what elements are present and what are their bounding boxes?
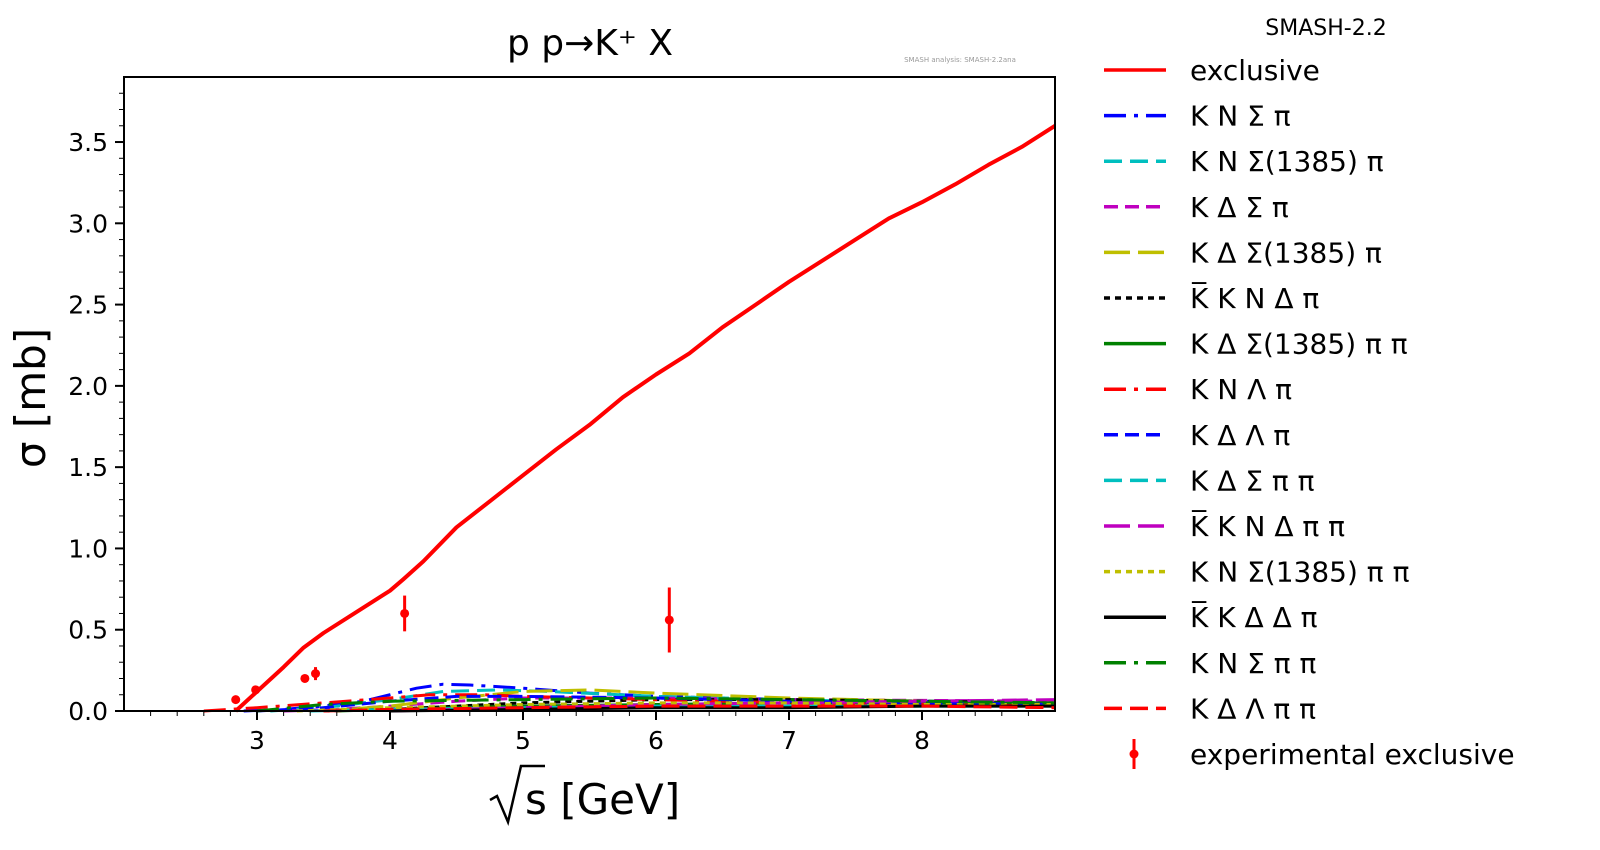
y-tick-label-3: 1.5 [68,453,108,482]
legend-title: SMASH-2.2 [1265,16,1386,41]
x-tick-label-0: 3 [249,726,265,755]
y-tick-label-2: 1.0 [68,534,108,563]
x-axis-label-text: s [GeV] [525,775,680,824]
legend: SMASH-2.2 exclusive K N Σ π K N Σ(1385) π K… [1104,16,1515,771]
legend-label-15: experimental exclusive [1190,738,1515,771]
legend-label-0: exclusive [1190,54,1320,87]
legend-label-7: K N Λ π [1190,373,1292,406]
sqrt-sign [489,764,545,827]
chart-title: p p→K⁺ X [507,23,673,64]
legend-label-1: K N Σ π [1190,100,1291,133]
y-axis-label: σ [mb] [6,328,55,468]
plot-points [231,587,674,705]
legend-marker [1129,749,1139,759]
data-point-4 [400,608,410,618]
legend-label-14: K Δ Λ π π [1190,692,1316,725]
x-tick-label-2: 5 [515,726,531,755]
y-tick-label-5: 2.5 [68,291,108,320]
data-point-3 [311,669,321,679]
series-line-13 [256,696,1056,713]
x-tick-label-5: 8 [914,726,930,755]
legend-label-3: K Δ Σ π [1190,191,1289,224]
legend-label-6: K Δ Σ(1385) π π [1190,328,1408,361]
y-tick-label-6: 3.0 [68,209,108,238]
legend-label-12: K̅ K Δ Δ π [1190,600,1318,634]
legend-label-4: K Δ Σ(1385) π [1190,236,1382,269]
data-point-2 [300,673,310,683]
legend-label-5: K̅ K N Δ π [1190,281,1319,315]
data-point-0 [231,695,241,705]
x-tick-label-1: 4 [382,726,398,755]
legend-label-13: K N Σ π π [1190,647,1316,680]
data-point-1 [251,685,261,695]
y-tick-label-7: 3.5 [68,128,108,157]
legend-label-9: K Δ Σ π π [1190,464,1315,497]
legend-label-11: K N Σ(1385) π π [1190,556,1410,589]
y-axis: 0.0 0.5 1.0 1.5 2.0 2.5 3.0 3.5 [68,92,124,726]
y-tick-label-4: 2.0 [68,372,108,401]
series-line-11 [296,701,1055,713]
x-tick-label-4: 7 [781,726,797,755]
y-tick-label-1: 0.5 [68,616,108,645]
legend-label-8: K Δ Λ π [1190,419,1290,452]
data-point-5 [664,615,674,625]
plot-frame [123,76,1056,712]
series-line-0 [234,124,1057,713]
x-axis-label: s [GeV] [489,764,680,827]
plot-series [203,124,1057,713]
x-axis: 3 4 5 6 7 8 [150,711,1029,755]
y-tick-label-0: 0.0 [68,697,108,726]
legend-label-2: K N Σ(1385) π [1190,145,1384,178]
x-tick-label-3: 6 [648,726,664,755]
series-line-12 [389,704,1055,713]
legend-label-10: K̅ K N Δ π π [1190,509,1345,543]
watermark: SMASH analysis: SMASH-2.2ana [904,56,1016,64]
series-line-14 [323,704,1056,713]
